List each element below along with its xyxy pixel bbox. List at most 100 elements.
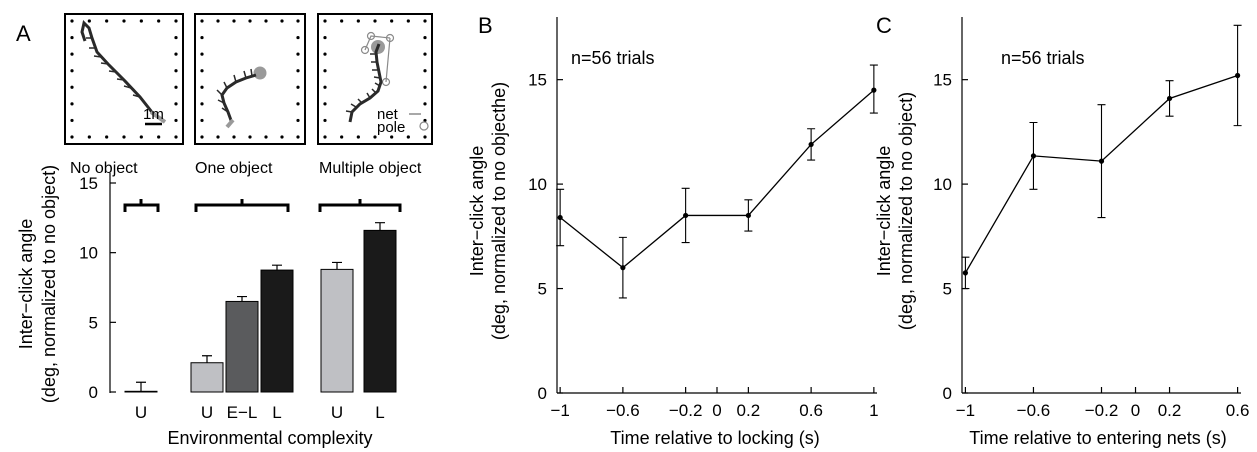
group-bracket <box>194 199 290 212</box>
arena-marker <box>122 19 126 23</box>
panel-b-label: B <box>478 13 493 38</box>
y-tick-label: 15 <box>933 71 952 90</box>
data-point <box>871 87 877 93</box>
arena-marker <box>200 35 204 40</box>
x-tick-label: U <box>135 403 147 422</box>
arena-marker <box>216 19 220 23</box>
arena-marker <box>340 19 344 23</box>
trajectory-one-object <box>220 73 257 124</box>
data-point <box>745 212 751 219</box>
arena-marker <box>423 85 427 89</box>
error-bar <box>272 264 282 271</box>
trial-count-annotation: n=56 trials <box>571 48 655 68</box>
panel-c: C n=56 trials 0 5 10 15 −1 −0.6 −0.2 0 0.2 0.6 Ti… <box>874 13 1249 448</box>
arena-marker <box>200 102 204 106</box>
arena-marker <box>200 69 204 73</box>
y-tick-label: 10 <box>528 175 547 194</box>
error-bar <box>136 381 146 392</box>
arena-marker <box>70 69 74 73</box>
bar <box>363 229 397 393</box>
x-axis-label: Environmental complexity <box>167 428 372 448</box>
arena-marker <box>200 135 204 139</box>
x-tick-label: 0.6 <box>799 401 823 420</box>
arena-marker <box>340 135 344 139</box>
x-tick-label: 0 <box>712 401 721 420</box>
x-tick-label: 0.2 <box>737 401 761 420</box>
x-tick-label: −0.2 <box>1085 401 1119 420</box>
data-point <box>1098 158 1105 164</box>
arena-marker <box>174 35 178 40</box>
arena-marker <box>70 35 74 40</box>
x-axis-label: Time relative to locking (s) <box>610 428 819 448</box>
arena-marker <box>423 118 427 123</box>
group-bracket <box>123 199 160 212</box>
arena-marker <box>323 118 327 123</box>
arena-marker <box>296 135 300 139</box>
arena-marker <box>356 19 360 23</box>
y-axis-label-units: (deg, normalized to no objecthe) <box>489 82 509 340</box>
arena-marker <box>423 19 427 23</box>
data-point <box>1234 72 1241 79</box>
error-bar <box>332 261 342 270</box>
group-label: No object <box>70 160 138 177</box>
data-point <box>962 270 969 276</box>
y-tick-label: 5 <box>89 313 98 332</box>
y-axis-label: Inter−click angle <box>874 146 894 277</box>
arena-marker <box>70 118 74 123</box>
arena-marker <box>296 19 300 23</box>
data-point <box>557 214 563 221</box>
data-point <box>1030 153 1037 159</box>
legend-pole-label: pole <box>377 119 405 136</box>
panel-a: A 1m <box>16 13 433 448</box>
arena-marker <box>423 135 427 139</box>
arena-marker <box>200 52 204 56</box>
arena-marker <box>323 35 327 40</box>
y-tick-label: 5 <box>538 280 547 299</box>
x-tick-label: L <box>375 403 384 422</box>
bar <box>260 269 294 393</box>
arena-marker <box>232 19 236 23</box>
inset-multiple-object: net pole <box>317 13 433 145</box>
y-tick-label: 0 <box>943 384 952 403</box>
bar-chart: No object One object Multiple object 0 5 1… <box>16 160 422 448</box>
x-tick-label: −0.2 <box>669 401 703 420</box>
arena-marker <box>296 69 300 73</box>
x-tick-label: U <box>201 403 213 422</box>
x-tick-label: U <box>331 403 343 422</box>
arena-marker <box>323 69 327 73</box>
arena-marker <box>390 135 394 139</box>
arena-marker <box>280 19 284 23</box>
arena-marker <box>157 135 161 139</box>
arena-marker <box>139 19 143 23</box>
x-tick-label: E−L <box>227 403 258 422</box>
arena-marker <box>174 102 178 106</box>
arena-marker <box>423 52 427 56</box>
data-point <box>620 265 626 271</box>
data-point <box>683 212 689 219</box>
x-tick-label: −0.6 <box>1017 401 1051 420</box>
series-line <box>559 89 875 269</box>
x-tick-label: −1 <box>550 401 569 420</box>
arena-marker <box>423 69 427 73</box>
error-bar <box>375 222 385 231</box>
arena-marker <box>296 35 300 40</box>
arena-marker <box>323 19 327 23</box>
arena-marker <box>296 52 300 56</box>
arena-marker <box>356 135 360 139</box>
arena-marker <box>174 135 178 139</box>
group-label: Multiple object <box>319 160 422 177</box>
y-axis-label: Inter−click angle <box>16 219 36 350</box>
y-tick-label: 10 <box>79 244 98 263</box>
arena-marker <box>296 85 300 89</box>
x-tick-label: L <box>272 403 281 422</box>
bar <box>190 362 224 393</box>
x-tick-label: 0.6 <box>1226 401 1250 420</box>
arena-marker <box>174 85 178 89</box>
arena-marker <box>248 135 252 139</box>
legend-net-label: net <box>377 106 399 123</box>
y-tick-label: 15 <box>528 71 547 90</box>
bar <box>320 268 354 393</box>
inset-one-object <box>194 13 306 145</box>
y-axis-label-units: (deg, normalized to no object) <box>39 165 59 403</box>
